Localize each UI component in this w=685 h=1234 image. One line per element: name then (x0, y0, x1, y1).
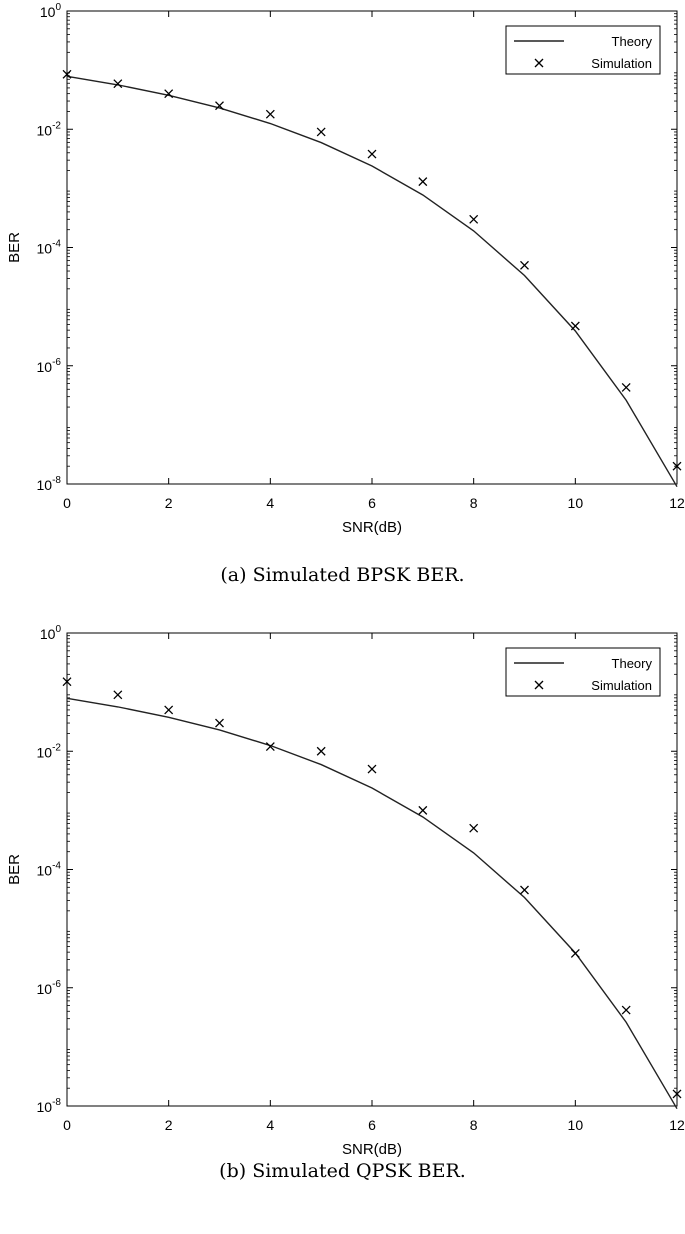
marker-stroke (469, 823, 479, 833)
simulation-marker (265, 109, 275, 119)
marker-stroke (672, 1089, 682, 1099)
marker-stroke (164, 89, 174, 99)
legend-box (505, 25, 661, 75)
marker-stroke (113, 690, 123, 700)
legend-box (505, 647, 661, 697)
chart-caption: (a) Simulated BPSK BER. (220, 564, 465, 586)
simulation-marker (418, 177, 428, 187)
x-tick-label: 10 (568, 495, 584, 511)
chart-panel-qpsk: 0 2 4 6 8 10 12 100 10-2 10-4 10-6 10-8 SNR(dB) BER Th… (0, 622, 685, 1234)
simulation-marker (113, 79, 123, 89)
y-tick-label: 10-4 (37, 861, 62, 879)
x-tick-label: 4 (266, 1117, 274, 1133)
simulation-marker (265, 742, 275, 752)
simulation-marker (367, 149, 377, 159)
y-tick-label: 10-2 (37, 120, 62, 138)
marker-stroke (418, 177, 428, 187)
simulation-marker (520, 260, 529, 270)
x-tick-label: 0 (63, 495, 71, 511)
series-theory-line (66, 75, 678, 488)
simulation-marker (621, 1005, 631, 1015)
marker-stroke (164, 705, 174, 715)
legend-label: Theory (612, 656, 653, 671)
marker-stroke (316, 127, 326, 137)
marker-stroke (62, 69, 72, 79)
simulation-marker (316, 746, 326, 756)
marker-stroke (215, 718, 224, 728)
y-tick-label: 10-8 (37, 475, 62, 493)
x-tick-label: 6 (368, 1117, 376, 1133)
y-tick-label: 10-6 (37, 979, 62, 997)
marker-stroke (316, 746, 326, 756)
legend-marker-swatch (534, 680, 544, 690)
y-axis-label: BER (6, 854, 23, 885)
marker-stroke (215, 101, 224, 111)
marker-stroke (367, 764, 377, 774)
legend-label: Simulation (591, 678, 652, 693)
marker-stroke (62, 677, 72, 687)
marker-stroke (265, 742, 275, 752)
simulation-marker (621, 382, 631, 392)
simulation-marker (418, 805, 428, 815)
x-axis-label: SNR(dB) (342, 519, 402, 536)
plot-area (66, 632, 678, 1107)
qpsk-ber-chart: 0 2 4 6 8 10 12 100 10-2 10-4 10-6 10-8 SNR(dB) BER Th… (6, 624, 685, 1158)
marker-stroke (621, 382, 631, 392)
simulation-marker (570, 321, 580, 331)
x-tick-label: 0 (63, 1117, 71, 1133)
plot-area (66, 10, 678, 485)
marker-stroke (113, 79, 123, 89)
y-tick-label: 100 (40, 2, 62, 20)
bpsk-ber-chart: 0 2 4 6 8 10 12 100 10-2 10-4 10-6 10-8 SNR(dB) BER Th… (6, 2, 685, 536)
simulation-marker (62, 69, 72, 79)
simulation-marker (672, 1089, 682, 1099)
y-tick-label: 10-8 (37, 1097, 62, 1115)
simulation-marker (672, 461, 682, 471)
x-tick-label: 4 (266, 495, 274, 511)
simulation-marker (469, 214, 479, 224)
marker-stroke (469, 214, 479, 224)
x-tick-label: 10 (568, 1117, 584, 1133)
marker-stroke (570, 949, 580, 958)
simulation-marker (164, 705, 174, 715)
marker-stroke (265, 109, 275, 119)
marker-stroke (621, 1005, 631, 1015)
x-tick-label: 12 (669, 495, 685, 511)
simulation-marker (316, 127, 326, 137)
simulation-marker (215, 718, 224, 728)
x-tick-label: 8 (470, 1117, 478, 1133)
x-tick-label: 2 (165, 495, 173, 511)
y-tick-label: 100 (40, 624, 62, 642)
marker-stroke (534, 58, 544, 68)
y-tick-label: 10-6 (37, 357, 62, 375)
x-axis-label: SNR(dB) (342, 1141, 402, 1158)
y-tick-label: 10-2 (37, 742, 62, 760)
y-tick-label: 10-4 (37, 239, 62, 257)
simulation-marker (469, 823, 479, 833)
simulation-marker (215, 101, 224, 111)
marker-stroke (367, 149, 377, 159)
marker-stroke (672, 461, 682, 471)
chart-panel-bpsk: 0 2 4 6 8 10 12 100 10-2 10-4 10-6 10-8 SNR(dB) BER Th… (0, 0, 685, 612)
simulation-marker (164, 89, 174, 99)
chart-caption: (b) Simulated QPSK BER. (219, 1160, 466, 1182)
marker-stroke (570, 321, 580, 331)
marker-stroke (418, 805, 428, 815)
legend-marker-swatch (534, 58, 544, 68)
simulation-marker (520, 885, 529, 895)
simulation-marker (62, 677, 72, 687)
x-tick-label: 6 (368, 495, 376, 511)
legend-label: Simulation (591, 56, 652, 71)
x-tick-label: 8 (470, 495, 478, 511)
legend-label: Theory (612, 34, 653, 49)
x-tick-label: 2 (165, 1117, 173, 1133)
marker-stroke (520, 885, 529, 895)
y-axis-label: BER (6, 232, 23, 263)
marker-stroke (520, 260, 529, 270)
simulation-marker (367, 764, 377, 774)
marker-stroke (534, 680, 544, 690)
x-tick-label: 12 (669, 1117, 685, 1133)
simulation-marker (570, 949, 580, 958)
simulation-marker (113, 690, 123, 700)
